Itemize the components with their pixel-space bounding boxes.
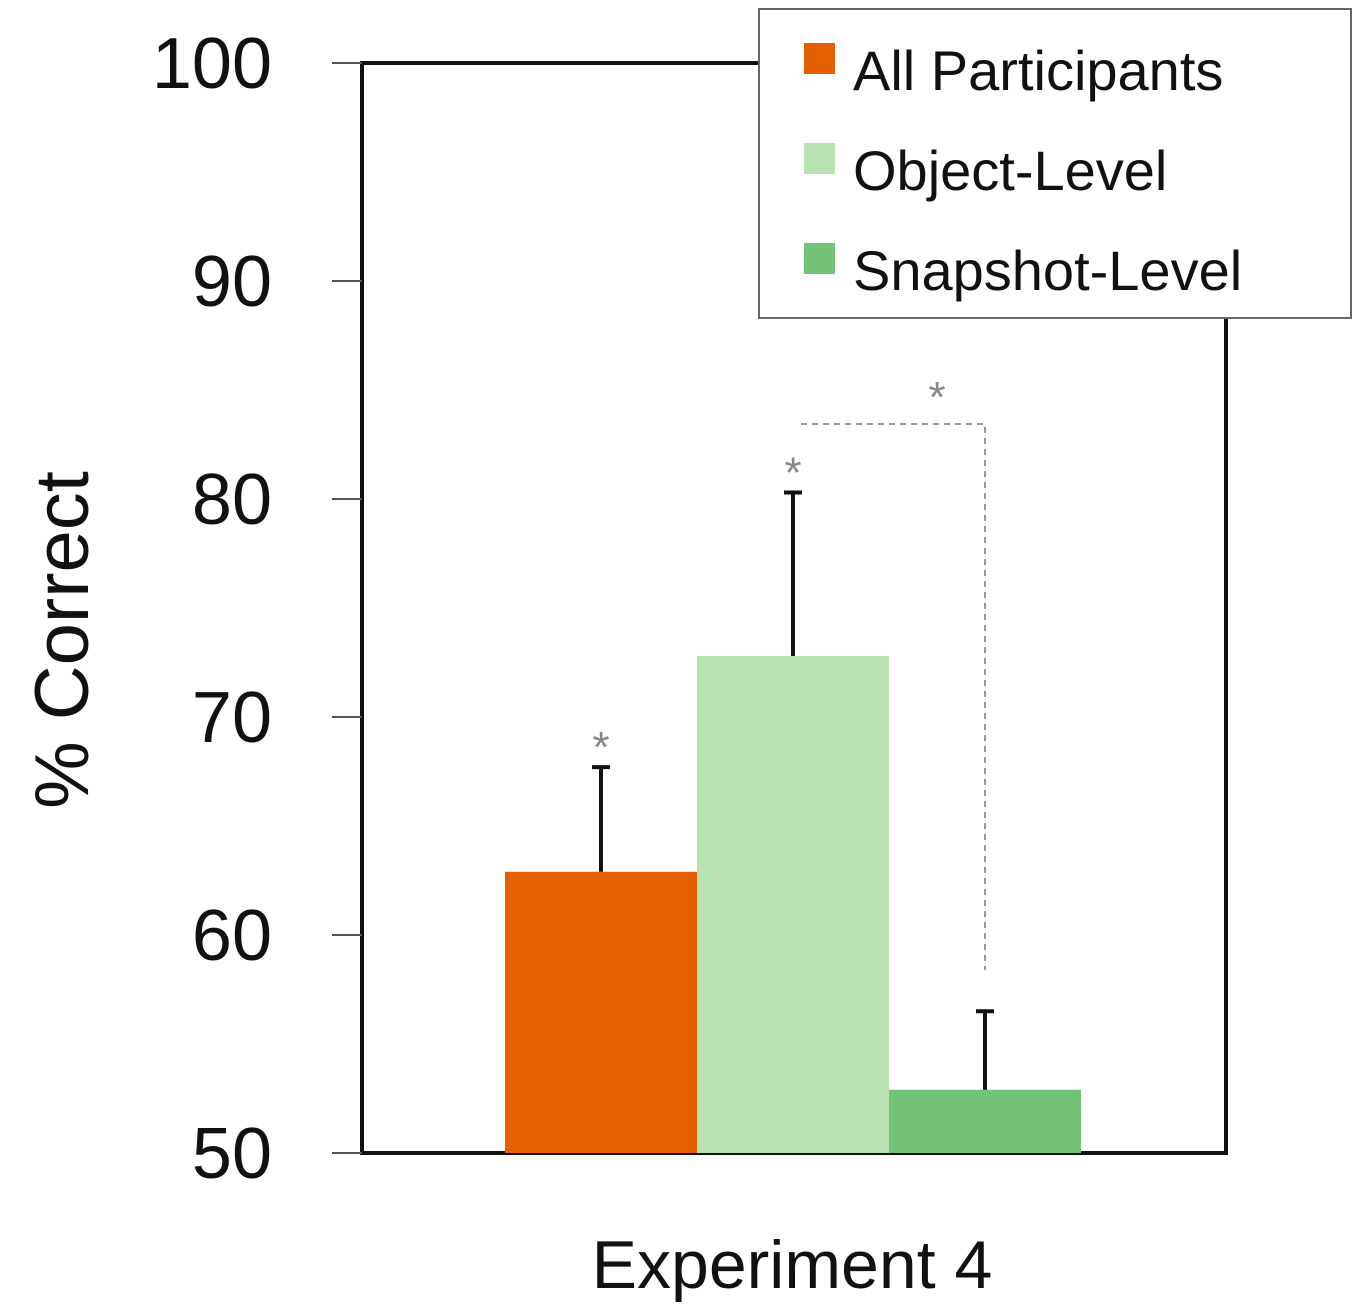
significance-markers: * * * <box>592 373 986 970</box>
legend-label: Snapshot-Level <box>853 239 1242 302</box>
comparison-star: * <box>928 373 945 422</box>
legend-label: All Participants <box>853 39 1223 102</box>
error-bars <box>592 490 994 1090</box>
y-tick-label: 80 <box>192 460 272 540</box>
bar-snapshot-level <box>889 1089 1081 1153</box>
legend-label: Object-Level <box>853 139 1167 202</box>
legend: All Participants Object-Level Snapshot-Lev… <box>758 8 1352 319</box>
significance-star: * <box>784 448 801 497</box>
legend-swatch <box>804 243 835 274</box>
y-axis-ticks: 50 60 70 80 90 100 <box>152 24 362 1194</box>
legend-swatch <box>804 43 835 74</box>
legend-box <box>758 8 1352 319</box>
bar-object-level <box>697 655 889 1153</box>
bars <box>505 655 1081 1153</box>
y-tick-label: 100 <box>152 24 272 104</box>
x-category-label: Experiment 4 <box>592 1227 993 1303</box>
significance-star: * <box>592 723 609 772</box>
y-tick-label: 60 <box>192 896 272 976</box>
y-axis-title: % Correct <box>20 471 105 809</box>
y-tick-label: 90 <box>192 242 272 322</box>
legend-swatch <box>804 143 835 174</box>
bar-all-participants <box>505 871 697 1153</box>
y-tick-label: 70 <box>192 678 272 758</box>
y-tick-label: 50 <box>192 1114 272 1194</box>
